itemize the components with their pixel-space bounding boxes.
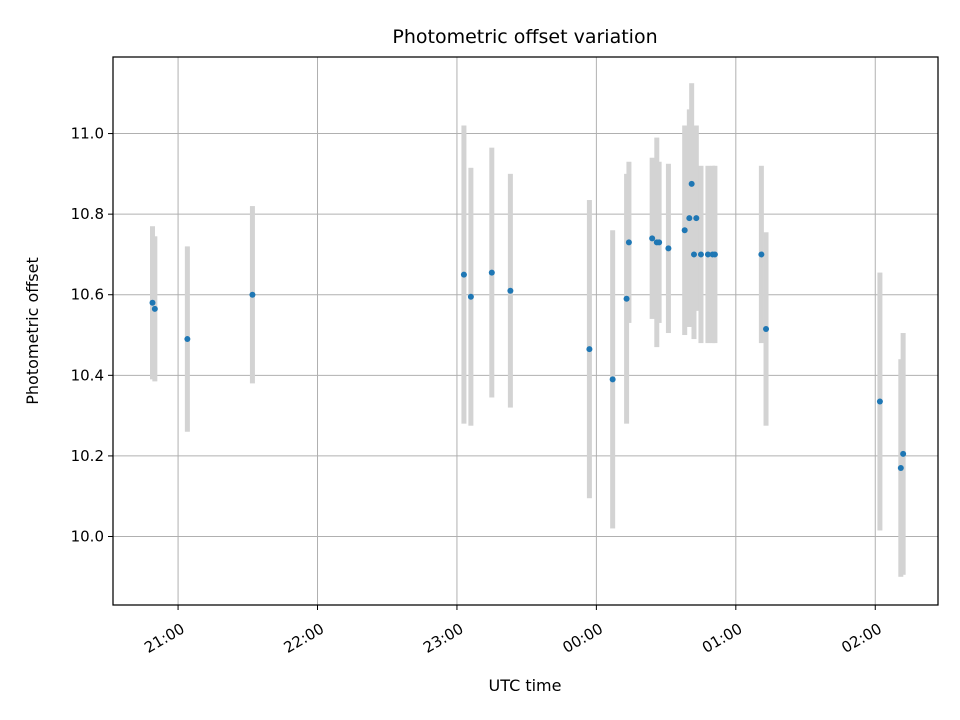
data-point — [693, 215, 700, 222]
data-point — [704, 251, 711, 258]
y-tick-label: 10.2 — [71, 447, 104, 465]
data-point — [649, 235, 656, 242]
data-point — [711, 251, 718, 258]
chart-title: Photometric offset variation — [392, 26, 657, 48]
y-tick-label: 10.0 — [71, 528, 104, 546]
y-axis-ticks: 10.0 10.2 10.4 10.6 10.8 11.0 — [71, 125, 113, 546]
data-point — [656, 239, 663, 246]
data-point — [460, 271, 467, 278]
data-point — [151, 305, 158, 312]
data-point — [249, 291, 256, 298]
data-point — [625, 239, 632, 246]
data-point — [681, 227, 688, 234]
data-point — [758, 251, 765, 258]
y-axis-title: Photometric offset — [23, 257, 42, 405]
data-point — [586, 346, 593, 353]
data-point — [897, 465, 904, 471]
plot-frame — [112, 56, 939, 606]
y-tick-label: 10.4 — [71, 366, 104, 384]
data-point — [609, 376, 616, 383]
data-point — [623, 295, 630, 302]
data-point — [184, 336, 191, 343]
x-axis-title: UTC time — [489, 676, 562, 695]
data-point — [900, 450, 907, 457]
data-point — [665, 245, 672, 252]
data-point — [876, 398, 883, 405]
data-point — [488, 269, 495, 276]
data-point — [688, 180, 695, 187]
data-point — [507, 287, 514, 294]
data-point — [763, 325, 770, 332]
y-tick-label: 11.0 — [71, 125, 104, 143]
data-point — [686, 215, 693, 222]
data-point — [697, 251, 704, 258]
y-tick-label: 10.6 — [71, 286, 104, 304]
data-point — [149, 299, 156, 306]
data-point — [690, 251, 697, 258]
data-points — [149, 180, 907, 471]
data-point — [467, 293, 474, 300]
y-tick-label: 10.8 — [71, 205, 104, 223]
